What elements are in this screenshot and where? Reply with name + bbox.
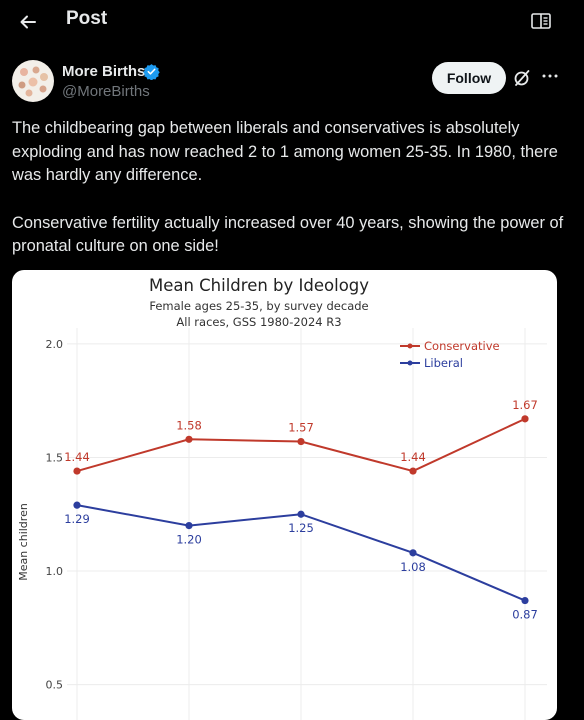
data-point-liberal <box>521 596 529 605</box>
page-title: Post <box>66 8 108 29</box>
more-horizontal-icon[interactable] <box>540 68 560 84</box>
verified-badge-icon <box>143 63 160 81</box>
post-text: The childbearing gap between liberals an… <box>12 117 572 259</box>
y-tick-label: 1.0 <box>46 565 64 578</box>
data-label-conservative: 1.44 <box>64 450 90 464</box>
data-label-liberal: 0.87 <box>512 608 538 622</box>
chart-subtitle: Female ages 25-35, by survey decade <box>149 299 368 313</box>
data-point-liberal <box>73 501 81 509</box>
avatar[interactable] <box>12 60 54 102</box>
chart-subtitle-2: All races, GSS 1980-2024 R3 <box>176 315 341 329</box>
data-label-conservative: 1.58 <box>176 418 202 432</box>
y-tick-label: 0.5 <box>46 679 64 692</box>
follow-button[interactable]: Follow <box>432 62 506 94</box>
data-point-conservative <box>409 467 417 475</box>
data-point-liberal <box>409 549 417 557</box>
y-tick-label: 1.5 <box>46 451 64 464</box>
chart-image[interactable]: Mean Children by Ideology Female ages 25… <box>12 270 557 720</box>
y-tick-label: 2.0 <box>46 338 64 351</box>
y-axis-label: Mean children <box>17 503 30 581</box>
legend-marker-conservative <box>407 343 413 349</box>
legend-label-liberal: Liberal <box>424 356 463 370</box>
legend-marker-liberal <box>407 360 413 366</box>
data-point-conservative <box>185 435 193 443</box>
data-point-conservative <box>297 437 305 446</box>
top-bar: Post <box>0 0 584 44</box>
data-label-liberal: 1.25 <box>288 521 314 535</box>
grok-icon[interactable] <box>512 68 532 88</box>
data-label-conservative: 1.44 <box>400 450 426 464</box>
data-point-liberal <box>297 510 305 518</box>
data-label-conservative: 1.57 <box>288 421 314 435</box>
data-point-conservative <box>73 467 81 475</box>
post-paragraph: The childbearing gap between liberals an… <box>12 119 558 184</box>
chart-title: Mean Children by Ideology <box>149 276 369 295</box>
reader-mode-icon[interactable] <box>530 10 552 32</box>
data-label-conservative: 1.67 <box>512 398 538 412</box>
data-label-liberal: 1.08 <box>400 560 426 574</box>
data-point-conservative <box>521 415 529 423</box>
post-header: More Births @MoreBirths Follow <box>0 52 584 112</box>
line-chart: Mean Children by Ideology Female ages 25… <box>17 276 547 720</box>
data-point-liberal <box>185 521 193 530</box>
author-handle[interactable]: @MoreBirths <box>62 83 150 100</box>
back-arrow-icon[interactable] <box>14 8 42 36</box>
data-label-liberal: 1.20 <box>176 533 202 547</box>
post-paragraph: Conservative fertility actually increase… <box>12 213 564 256</box>
author-name[interactable]: More Births <box>62 63 146 80</box>
data-label-liberal: 1.29 <box>64 512 90 526</box>
legend-label-conservative: Conservative <box>424 339 500 353</box>
